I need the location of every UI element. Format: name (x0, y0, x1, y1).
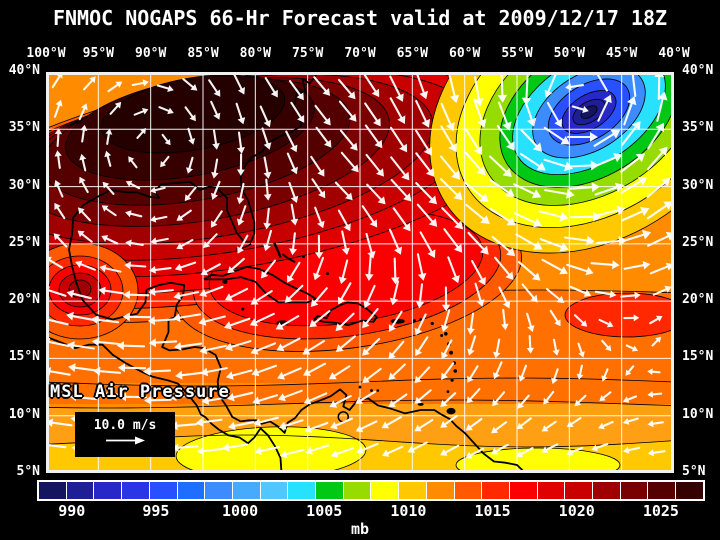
lon-tick: 95°W (82, 46, 114, 61)
colorbar-tick: 1025 (642, 502, 679, 520)
colorbar-cell (426, 482, 454, 499)
lat-tick-right: 5°N (682, 464, 706, 479)
lat-tick-right: 15°N (682, 349, 714, 365)
lat-tick-left: 15°N (8, 349, 40, 365)
colorbar-cell (454, 482, 482, 499)
lon-tick: 65°W (396, 46, 428, 61)
lon-tick: 85°W (187, 46, 219, 61)
colorbar-cell (482, 482, 509, 499)
lat-tick-left: 40°N (8, 63, 40, 78)
colorbar-cell (399, 482, 426, 499)
lat-tick-right: 10°N (682, 406, 714, 422)
lat-tick-left: 10°N (8, 406, 40, 422)
lon-tick: 100°W (26, 46, 66, 61)
lon-tick: 45°W (606, 46, 638, 61)
colorbar-cell (177, 482, 205, 499)
colorbar-cell (648, 482, 676, 499)
lon-tick: 40°W (658, 46, 690, 61)
colorbar (37, 480, 705, 501)
colorbar-cell (39, 482, 66, 499)
lon-tick: 50°W (553, 46, 585, 61)
colorbar-cell (620, 482, 648, 499)
colorbar-tick: 1005 (306, 502, 343, 520)
colorbar-cell (288, 482, 316, 499)
colorbar-cell (371, 482, 399, 499)
colorbar-unit: mb (350, 520, 370, 538)
lon-tick: 60°W (449, 46, 481, 61)
colorbar-cell (232, 482, 260, 499)
wind-scale-arrow (106, 436, 145, 445)
colorbar-cell (316, 482, 343, 499)
lon-tick: 75°W (292, 46, 324, 61)
lon-tick: 70°W (344, 46, 376, 61)
colorbar-cell (205, 482, 232, 499)
colorbar-cell (260, 482, 288, 499)
colorbar-cell (94, 482, 122, 499)
lat-tick-right: 30°N (682, 177, 714, 193)
colorbar-tick: 1015 (474, 502, 511, 520)
page-title: FNMOC NOGAPS 66-Hr Forecast valid at 200… (52, 6, 668, 30)
colorbar-cell (537, 482, 565, 499)
colorbar-cell (509, 482, 537, 499)
colorbar-cell (565, 482, 593, 499)
lat-tick-left: 25°N (8, 234, 40, 250)
colorbar-tick: 990 (58, 502, 86, 520)
wind-scale-label: 10.0 m/s (93, 418, 157, 433)
colorbar-tick: 1020 (558, 502, 595, 520)
colorbar-cell (676, 482, 703, 499)
wind-arrows (46, 72, 674, 459)
lat-tick-left: 35°N (8, 120, 40, 136)
lat-tick-right: 20°N (682, 292, 714, 308)
lat-tick-right: 25°N (682, 234, 714, 250)
lon-tick: 55°W (501, 46, 533, 61)
lat-tick-right: 40°N (682, 63, 714, 78)
colorbar-tick: 1000 (222, 502, 259, 520)
lon-tick: 80°W (239, 46, 271, 61)
lon-tick: 90°W (135, 46, 167, 61)
colorbar-cell (149, 482, 177, 499)
colorbar-cell (66, 482, 94, 499)
lat-tick-left: 5°N (16, 464, 40, 479)
pressure-map (46, 72, 674, 473)
field-label: MSL Air Pressure (50, 382, 230, 402)
colorbar-cell (593, 482, 620, 499)
colorbar-cell (343, 482, 371, 499)
colorbar-tick: 1010 (390, 502, 427, 520)
lat-tick-left: 20°N (8, 292, 40, 308)
colorbar-tick: 995 (142, 502, 170, 520)
coastlines (46, 72, 527, 473)
colorbar-cell (122, 482, 149, 499)
lat-tick-right: 35°N (682, 120, 714, 136)
wind-scale-legend: 10.0 m/s (75, 412, 175, 457)
lat-tick-left: 30°N (8, 177, 40, 193)
